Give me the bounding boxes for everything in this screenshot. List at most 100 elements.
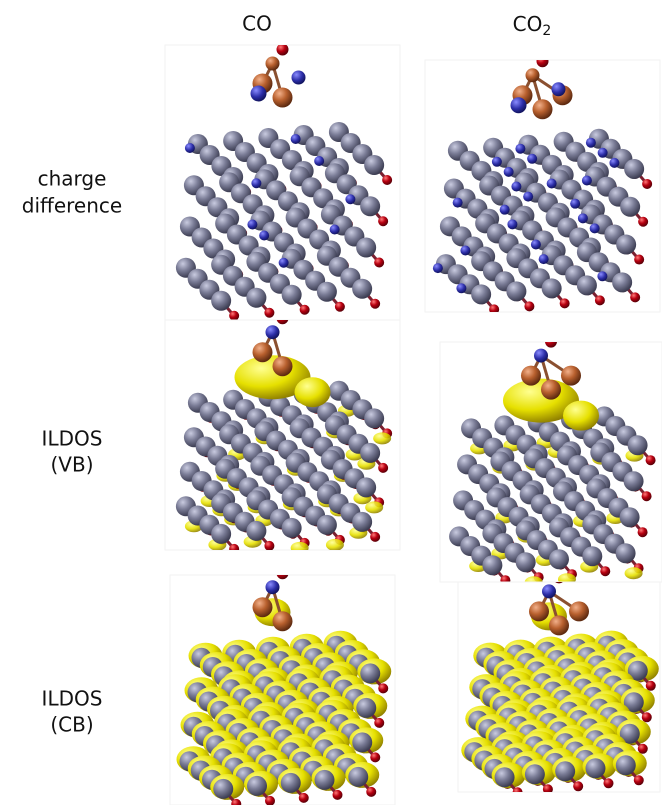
- molecule-atom: [277, 567, 289, 579]
- atom: [356, 477, 376, 497]
- atom: [360, 663, 380, 683]
- oxygen: [634, 775, 644, 785]
- atom: [364, 408, 384, 428]
- charge-lobe: [314, 156, 324, 166]
- oxygen: [264, 541, 274, 551]
- atom: [555, 761, 575, 781]
- oxygen: [370, 299, 380, 309]
- oxygen: [370, 532, 380, 542]
- atom: [364, 155, 384, 175]
- copper: [529, 601, 549, 621]
- atom: [495, 767, 515, 787]
- atom: [624, 159, 644, 179]
- oxygen: [366, 787, 376, 797]
- charge-lobe: [492, 157, 502, 167]
- atom: [516, 552, 536, 572]
- atom: [620, 197, 640, 217]
- oxygen: [229, 311, 239, 321]
- atom: [616, 755, 636, 775]
- atom: [616, 235, 636, 255]
- charge-lobe: [259, 231, 269, 241]
- oxygen: [560, 298, 570, 308]
- molecule-atom: [537, 55, 549, 67]
- oxygen: [370, 752, 380, 762]
- charge-lobe: [552, 82, 566, 96]
- atom: [213, 779, 233, 799]
- isosurface: [295, 377, 331, 407]
- panel: [165, 312, 400, 554]
- oxygen: [638, 217, 648, 227]
- row-label: difference: [22, 194, 122, 218]
- charge-lobe: [247, 220, 257, 230]
- atom: [612, 272, 632, 292]
- panel: [458, 571, 660, 797]
- atom: [211, 524, 231, 544]
- molecule-atom: [266, 57, 280, 71]
- charge-lobe: [185, 143, 195, 153]
- atom: [582, 546, 602, 566]
- copper: [273, 611, 293, 631]
- oxygen: [300, 305, 310, 315]
- panels: [165, 44, 662, 805]
- panel: [425, 55, 660, 314]
- charge-lobe: [279, 258, 289, 268]
- molecule-atom: [526, 68, 540, 82]
- panel: [440, 336, 662, 589]
- charge-lobe: [433, 263, 443, 273]
- atom: [542, 278, 562, 298]
- oxygen: [642, 179, 652, 189]
- atom: [356, 698, 376, 718]
- oxygen: [646, 455, 656, 465]
- copper: [253, 597, 273, 617]
- atom: [577, 275, 597, 295]
- charge-lobe: [292, 71, 306, 85]
- charge-lobe: [511, 182, 521, 192]
- row-label: charge: [38, 167, 107, 191]
- charge-lobe: [547, 179, 557, 189]
- oxygen: [333, 790, 343, 800]
- copper: [549, 615, 569, 635]
- panel: [170, 567, 395, 805]
- charge-lobe: [586, 138, 596, 148]
- atom: [246, 288, 266, 308]
- charge-lobe: [582, 176, 592, 186]
- charge-lobe: [504, 167, 514, 177]
- charge-lobe: [460, 245, 470, 255]
- charge-lobe: [597, 271, 607, 281]
- oxygen: [335, 302, 345, 312]
- atom: [549, 549, 569, 569]
- atom: [317, 515, 337, 535]
- oxygen: [543, 784, 553, 794]
- oxygen: [634, 255, 644, 265]
- panel: [165, 44, 400, 321]
- charge-lobe: [523, 192, 533, 202]
- atom: [506, 281, 526, 301]
- column-header: CO: [242, 12, 272, 36]
- copper: [569, 601, 589, 621]
- charge-lobe: [539, 254, 549, 264]
- isosurface: [373, 432, 391, 444]
- charge-lobe: [598, 148, 608, 158]
- oxygen: [378, 683, 388, 693]
- charge-lobe: [453, 198, 463, 208]
- oxygen: [229, 544, 239, 554]
- atom: [360, 443, 380, 463]
- molecule-atom: [277, 44, 289, 56]
- charge-lobe: [570, 199, 580, 209]
- charge-lobe: [291, 134, 301, 144]
- copper: [273, 88, 293, 108]
- oxygen: [630, 292, 640, 302]
- atom: [348, 767, 368, 787]
- charge-lobe: [609, 158, 619, 168]
- molecule-atom: [534, 349, 548, 363]
- figure: CO CO2 charge difference ILDOS (VB) ILDO…: [0, 0, 662, 805]
- charge-lobe: [578, 213, 588, 223]
- charge-lobe: [590, 223, 600, 233]
- charge-lobe: [527, 154, 537, 164]
- row-label: (VB): [50, 453, 93, 477]
- isosurface: [563, 401, 599, 431]
- oxygen: [638, 527, 648, 537]
- row-label: ILDOS: [42, 687, 103, 711]
- atom: [628, 435, 648, 455]
- atom: [616, 543, 636, 563]
